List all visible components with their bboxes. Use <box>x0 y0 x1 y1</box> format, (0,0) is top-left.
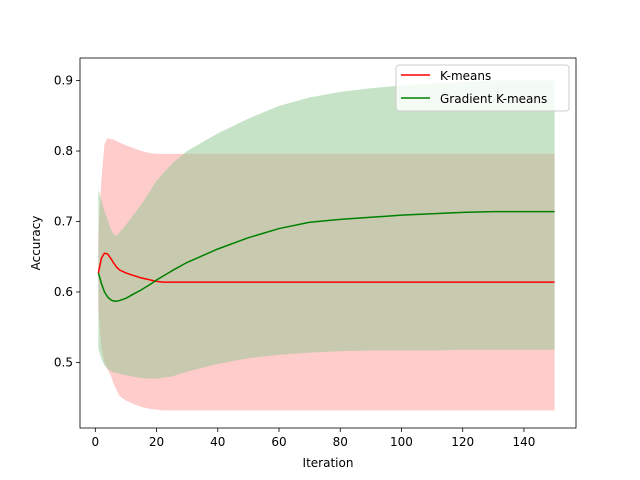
x-axis-label: Iteration <box>303 456 354 470</box>
x-tick-label: 120 <box>451 435 474 449</box>
y-tick-label: 0.6 <box>54 285 73 299</box>
x-axis: 0 20 40 60 80 100 120 140 <box>91 428 535 449</box>
y-tick-label: 0.7 <box>54 215 73 229</box>
legend: K-means Gradient K-means <box>395 64 570 112</box>
x-tick-label: 100 <box>390 435 413 449</box>
legend-label-gradient-kmeans: Gradient K-means <box>440 92 547 106</box>
y-tick-label: 0.9 <box>54 74 73 88</box>
legend-box <box>395 64 570 112</box>
series-line-gradient-k-means <box>97 210 555 302</box>
legend-label-kmeans: K-means <box>440 69 491 83</box>
y-axis: 0.5 0.6 0.7 0.8 0.9 <box>54 74 80 369</box>
x-tick-label: 0 <box>91 435 99 449</box>
y-tick-label: 0.5 <box>54 355 73 369</box>
x-tick-label: 60 <box>271 435 286 449</box>
series-line-k-means <box>97 252 555 283</box>
plot-area <box>97 80 555 411</box>
x-tick-label: 40 <box>210 435 225 449</box>
y-tick-label: 0.8 <box>54 144 73 158</box>
x-tick-label: 80 <box>333 435 348 449</box>
x-tick-label: 140 <box>512 435 535 449</box>
y-axis-label: Accuracy <box>29 216 43 271</box>
x-tick-label: 20 <box>149 435 164 449</box>
axes-frame <box>79 57 577 429</box>
band-gradient-k-means <box>98 80 555 379</box>
